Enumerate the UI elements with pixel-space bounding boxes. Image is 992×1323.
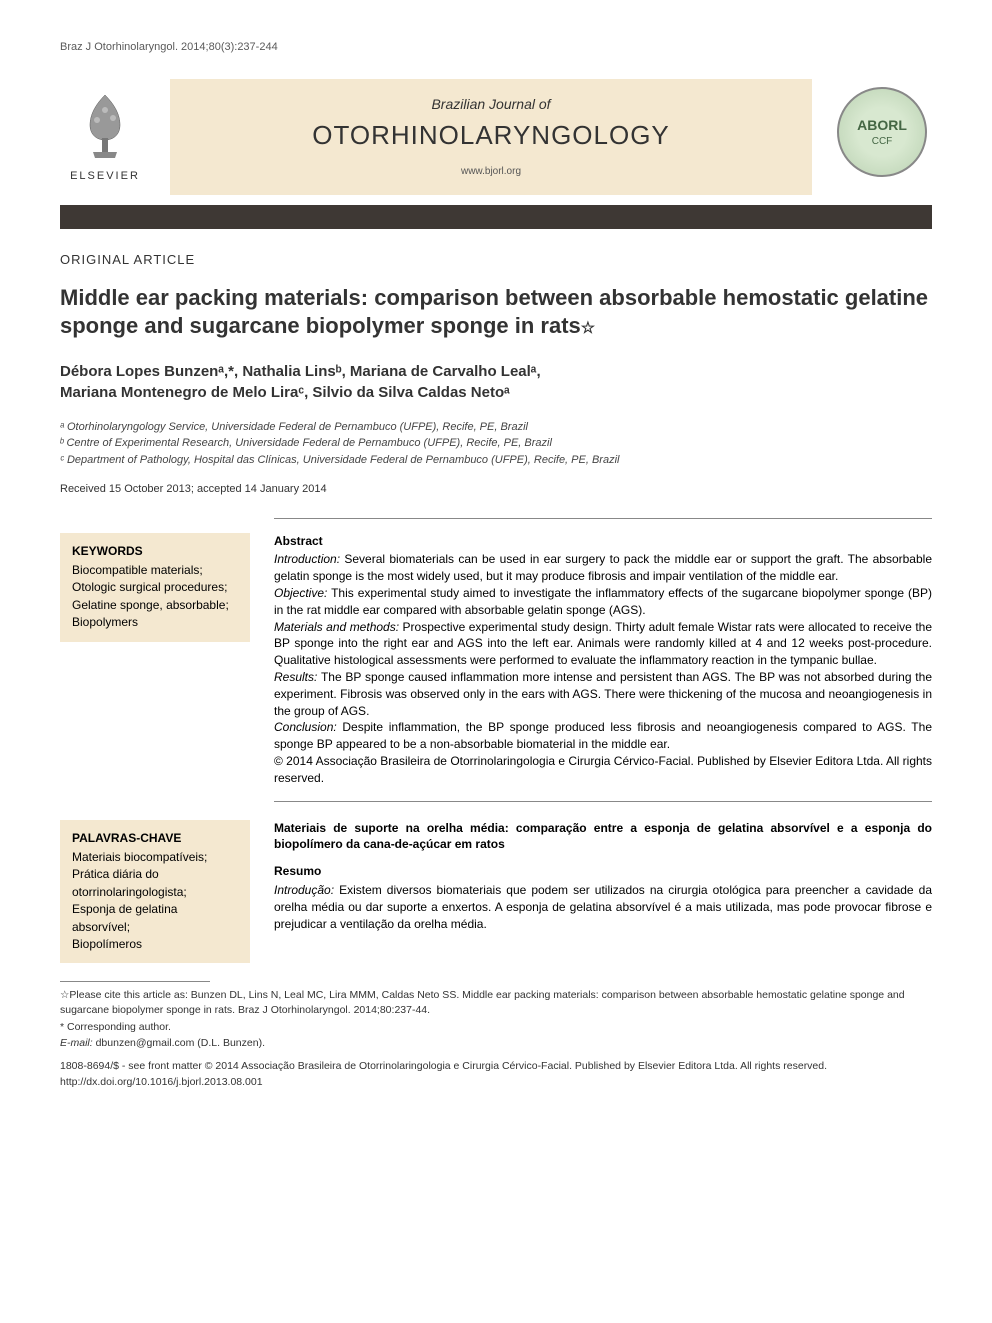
abstract-copyright: © 2014 Associação Brasileira de Otorrino… bbox=[274, 753, 932, 787]
email-label: E-mail: bbox=[60, 1037, 93, 1049]
abstract-objective: Objective: This experimental study aimed… bbox=[274, 585, 932, 619]
article-title: Middle ear packing materials: comparison… bbox=[60, 284, 932, 341]
journal-pretitle: Brazilian Journal of bbox=[190, 95, 792, 115]
email-address[interactable]: dbunzen@gmail.com (D.L. Bunzen). bbox=[93, 1037, 265, 1049]
journal-header: ELSEVIER Brazilian Journal of OTORHINOLA… bbox=[60, 79, 932, 195]
cite-as-footnote: ☆Please cite this article as: Bunzen DL,… bbox=[60, 988, 932, 1017]
title-footnote-marker: ☆ bbox=[581, 320, 595, 337]
footnotes: ☆Please cite this article as: Bunzen DL,… bbox=[60, 988, 932, 1090]
article-title-text: Middle ear packing materials: comparison… bbox=[60, 285, 928, 339]
abstract-top-rule bbox=[274, 518, 932, 519]
header-divider-bar bbox=[60, 205, 932, 229]
affiliation-c: ᶜ Department of Pathology, Hospital das … bbox=[60, 452, 932, 469]
publisher-name: ELSEVIER bbox=[60, 169, 150, 184]
journal-url[interactable]: www.bjorl.org bbox=[190, 165, 792, 179]
authors-line-2: Mariana Montenegro de Melo Liraᶜ, Silvio… bbox=[60, 382, 932, 403]
resumo-intro: Introdução: Existem diversos biomateriai… bbox=[274, 882, 932, 932]
doi-link[interactable]: http://dx.doi.org/10.1016/j.bjorl.2013.0… bbox=[60, 1075, 932, 1090]
english-block: KEYWORDS Biocompatible materials; Otolog… bbox=[60, 533, 932, 802]
portuguese-title: Materiais de suporte na orelha média: co… bbox=[274, 820, 932, 854]
affiliation-b: ᵇ Centre of Experimental Research, Unive… bbox=[60, 435, 932, 452]
society-logo: ABORL CCF bbox=[832, 87, 932, 187]
abstract-en: Abstract Introduction: Several biomateri… bbox=[274, 533, 932, 802]
keywords-en-heading: KEYWORDS bbox=[72, 543, 238, 560]
abstract-methods: Materials and methods: Prospective exper… bbox=[274, 619, 932, 669]
society-sub: CCF bbox=[872, 135, 893, 149]
issn-copyright: 1808-8694/$ - see front matter © 2014 As… bbox=[60, 1059, 932, 1073]
journal-title: OTORHINOLARYNGOLOGY bbox=[190, 117, 792, 153]
keywords-pt-list: Materiais biocompatíveis; Prática diária… bbox=[72, 849, 238, 953]
keywords-en-list: Biocompatible materials; Otologic surgic… bbox=[72, 562, 238, 632]
keywords-pt-heading: PALAVRAS-CHAVE bbox=[72, 830, 238, 847]
abstract-pt: Materiais de suporte na orelha média: co… bbox=[274, 820, 932, 964]
journal-title-block: Brazilian Journal of OTORHINOLARYNGOLOGY… bbox=[170, 79, 812, 195]
society-abbrev: ABORL bbox=[857, 116, 907, 136]
abstract-bottom-rule bbox=[274, 801, 932, 802]
resumo-heading: Resumo bbox=[274, 863, 932, 880]
elsevier-tree-icon bbox=[75, 90, 135, 160]
article-type: ORIGINAL ARTICLE bbox=[60, 251, 932, 269]
affiliations: ᵃ Otorhinolaryngology Service, Universid… bbox=[60, 419, 932, 469]
footnotes-rule bbox=[60, 981, 210, 982]
abstract-conclusion: Conclusion: Despite inflammation, the BP… bbox=[274, 719, 932, 753]
abstract-en-heading: Abstract bbox=[274, 533, 932, 550]
affiliation-a: ᵃ Otorhinolaryngology Service, Universid… bbox=[60, 419, 932, 436]
email-line: E-mail: dbunzen@gmail.com (D.L. Bunzen). bbox=[60, 1036, 932, 1051]
keywords-pt-box: PALAVRAS-CHAVE Materiais biocompatíveis;… bbox=[60, 820, 250, 964]
corresponding-author: * Corresponding author. bbox=[60, 1020, 932, 1035]
authors-line-1: Débora Lopes Bunzenᵃ,*, Nathalia Linsᵇ, … bbox=[60, 361, 932, 382]
abstract-results: Results: The BP sponge caused inflammati… bbox=[274, 669, 932, 719]
elsevier-logo: ELSEVIER bbox=[60, 90, 150, 185]
portuguese-block: PALAVRAS-CHAVE Materiais biocompatíveis;… bbox=[60, 820, 932, 964]
article-dates: Received 15 October 2013; accepted 14 Ja… bbox=[60, 482, 932, 497]
keywords-en-box: KEYWORDS Biocompatible materials; Otolog… bbox=[60, 533, 250, 642]
authors: Débora Lopes Bunzenᵃ,*, Nathalia Linsᵇ, … bbox=[60, 361, 932, 403]
running-header: Braz J Otorhinolaryngol. 2014;80(3):237-… bbox=[60, 40, 932, 55]
abstract-intro: Introduction: Several biomaterials can b… bbox=[274, 551, 932, 585]
